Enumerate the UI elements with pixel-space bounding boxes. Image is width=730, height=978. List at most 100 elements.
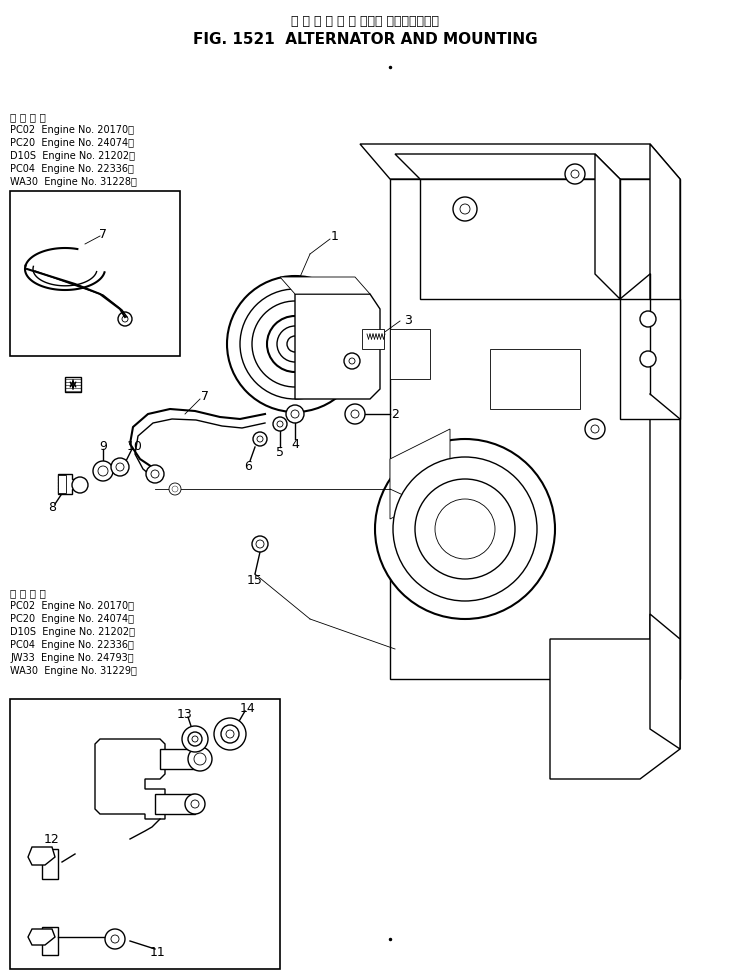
Circle shape bbox=[453, 198, 477, 222]
Text: PC20  Engine No. 24074～: PC20 Engine No. 24074～ bbox=[10, 613, 134, 623]
Circle shape bbox=[146, 466, 164, 483]
Bar bbox=[10, 699, 280, 969]
Circle shape bbox=[191, 800, 199, 808]
Circle shape bbox=[253, 432, 267, 447]
Circle shape bbox=[111, 459, 129, 476]
Circle shape bbox=[252, 537, 268, 553]
Circle shape bbox=[257, 436, 263, 443]
Circle shape bbox=[172, 486, 178, 493]
Circle shape bbox=[349, 359, 355, 365]
Circle shape bbox=[188, 747, 212, 772]
Text: 4: 4 bbox=[291, 437, 299, 450]
Text: D10S  Engine No. 21202～: D10S Engine No. 21202～ bbox=[10, 626, 135, 637]
Circle shape bbox=[267, 317, 323, 373]
Bar bbox=[10, 192, 180, 357]
Text: 16: 16 bbox=[345, 379, 359, 389]
Circle shape bbox=[221, 726, 239, 743]
Circle shape bbox=[169, 483, 181, 496]
Circle shape bbox=[640, 312, 656, 328]
Circle shape bbox=[344, 354, 360, 370]
Bar bbox=[42, 927, 58, 956]
Circle shape bbox=[571, 171, 579, 179]
Circle shape bbox=[111, 935, 119, 943]
Circle shape bbox=[116, 464, 124, 471]
Circle shape bbox=[72, 477, 88, 494]
Polygon shape bbox=[620, 299, 680, 420]
Polygon shape bbox=[490, 350, 580, 410]
Circle shape bbox=[435, 500, 495, 559]
Text: 1: 1 bbox=[331, 230, 339, 244]
Polygon shape bbox=[155, 794, 195, 814]
Circle shape bbox=[240, 289, 350, 400]
Text: PC02  Engine No. 20170～: PC02 Engine No. 20170～ bbox=[10, 600, 134, 610]
Text: オ ル タ ネ ー タ および マウンティング: オ ル タ ネ ー タ および マウンティング bbox=[291, 15, 439, 28]
Text: 適 用 号 機: 適 用 号 機 bbox=[10, 111, 46, 122]
Polygon shape bbox=[295, 294, 380, 400]
Circle shape bbox=[98, 467, 108, 476]
Circle shape bbox=[214, 718, 246, 750]
Circle shape bbox=[351, 411, 359, 419]
Polygon shape bbox=[160, 749, 200, 770]
Bar bbox=[362, 330, 384, 350]
Text: PC04  Engine No. 22336～: PC04 Engine No. 22336～ bbox=[10, 164, 134, 174]
Text: WA30  Engine No. 31228～: WA30 Engine No. 31228～ bbox=[10, 177, 137, 187]
Circle shape bbox=[345, 405, 365, 424]
Circle shape bbox=[188, 733, 202, 746]
Polygon shape bbox=[28, 929, 55, 945]
Text: D10S  Engine No. 21202～: D10S Engine No. 21202～ bbox=[10, 151, 135, 160]
Circle shape bbox=[192, 736, 198, 742]
Polygon shape bbox=[390, 330, 430, 379]
Circle shape bbox=[182, 727, 208, 752]
Text: 15: 15 bbox=[247, 573, 263, 586]
Circle shape bbox=[277, 327, 313, 363]
Text: 2: 2 bbox=[391, 408, 399, 422]
Circle shape bbox=[194, 753, 206, 765]
Circle shape bbox=[585, 420, 605, 439]
Circle shape bbox=[93, 462, 113, 481]
Text: 3: 3 bbox=[404, 313, 412, 327]
Text: 6: 6 bbox=[244, 460, 252, 473]
Polygon shape bbox=[360, 145, 680, 180]
Bar bbox=[58, 475, 66, 494]
Text: 10: 10 bbox=[127, 440, 143, 453]
Circle shape bbox=[273, 418, 287, 431]
Polygon shape bbox=[650, 145, 680, 680]
Circle shape bbox=[226, 731, 234, 738]
Polygon shape bbox=[550, 640, 680, 779]
Circle shape bbox=[291, 411, 299, 419]
Polygon shape bbox=[28, 847, 55, 866]
Circle shape bbox=[252, 301, 338, 387]
Text: 5: 5 bbox=[276, 445, 284, 458]
Circle shape bbox=[105, 929, 125, 949]
Polygon shape bbox=[95, 739, 165, 820]
Text: 14: 14 bbox=[240, 701, 256, 714]
Circle shape bbox=[640, 352, 656, 368]
Circle shape bbox=[460, 204, 470, 215]
Circle shape bbox=[393, 458, 537, 601]
Text: 11: 11 bbox=[150, 946, 166, 958]
Text: PC20  Engine No. 24074～: PC20 Engine No. 24074～ bbox=[10, 138, 134, 148]
Text: 12: 12 bbox=[44, 832, 60, 846]
Text: PC02  Engine No. 20170～: PC02 Engine No. 20170～ bbox=[10, 125, 134, 135]
Polygon shape bbox=[58, 474, 85, 495]
Circle shape bbox=[277, 422, 283, 427]
Bar bbox=[42, 849, 58, 879]
Text: JW33  Engine No. 24793～: JW33 Engine No. 24793～ bbox=[10, 652, 134, 662]
Text: FIG. 1521  ALTERNATOR AND MOUNTING: FIG. 1521 ALTERNATOR AND MOUNTING bbox=[193, 32, 537, 47]
Circle shape bbox=[415, 479, 515, 579]
Circle shape bbox=[287, 336, 303, 353]
Text: 9: 9 bbox=[99, 440, 107, 453]
Circle shape bbox=[375, 439, 555, 619]
Circle shape bbox=[256, 541, 264, 549]
Circle shape bbox=[185, 794, 205, 814]
Polygon shape bbox=[390, 429, 450, 519]
Circle shape bbox=[565, 165, 585, 185]
Polygon shape bbox=[280, 278, 370, 294]
Text: PC04  Engine No. 22336～: PC04 Engine No. 22336～ bbox=[10, 640, 134, 649]
Text: 適 用 号 機: 適 用 号 機 bbox=[10, 588, 46, 598]
Polygon shape bbox=[650, 614, 680, 749]
Polygon shape bbox=[390, 180, 680, 680]
Polygon shape bbox=[395, 155, 620, 180]
Text: 7: 7 bbox=[99, 227, 107, 241]
Circle shape bbox=[286, 406, 304, 423]
